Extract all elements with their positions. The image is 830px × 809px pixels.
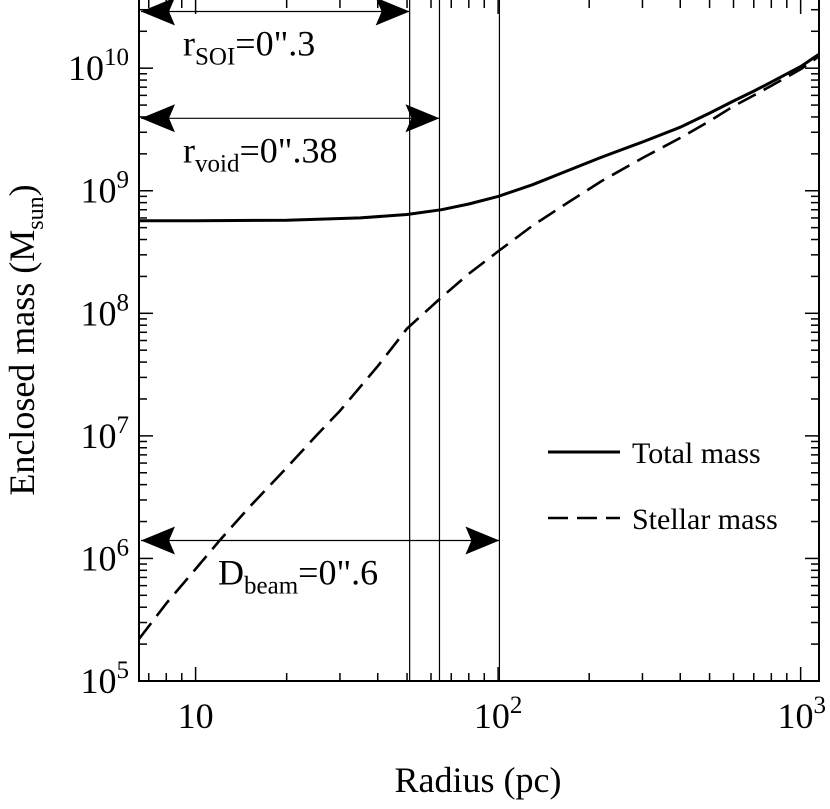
y-tick-label: 108: [81, 289, 130, 333]
y-tick-label-base: 10: [81, 538, 117, 578]
legend-label-total-mass: Total mass: [632, 437, 761, 470]
r-soi-label-sub: SOI: [195, 44, 235, 71]
r-void-label: rvoid=0".38: [183, 130, 337, 177]
y-tick-label-exp: 6: [117, 534, 130, 561]
r-void-label-rest: =0".38: [239, 130, 337, 170]
y-tick-label: 107: [81, 412, 130, 456]
y-axis-label-main: Enclosed mass (M: [2, 230, 42, 496]
y-tick-label: 1010: [68, 44, 129, 88]
x-tick-label-exp: 3: [814, 692, 827, 719]
r-soi-label-rest: =0".3: [235, 24, 315, 64]
y-tick-label-base: 10: [81, 293, 117, 333]
d-beam-label: Dbeam=0".6: [218, 553, 378, 600]
r-soi-label: rSOI=0".3: [183, 24, 315, 71]
y-tick-label: 105: [81, 657, 130, 701]
d-beam-label-sub: beam: [244, 573, 299, 600]
y-tick-label-base: 10: [81, 171, 117, 211]
x-tick-label: 103: [778, 692, 827, 736]
d-beam-annotation: Dbeam=0".6: [141, 526, 500, 600]
d-beam-label-base: D: [218, 553, 244, 593]
y-tick-label: 109: [81, 167, 130, 211]
d-beam-arrowhead-left: [141, 526, 175, 555]
y-tick-label-exp: 10: [104, 44, 129, 71]
d-beam-label-rest: =0".6: [298, 553, 378, 593]
r-soi-label-base: r: [183, 24, 195, 64]
r-void-label-base: r: [183, 130, 195, 170]
y-axis-label: Enclosed mass (Msun): [2, 184, 49, 495]
y-tick-label: 106: [81, 534, 130, 578]
y-axis-label-sub: sun: [23, 196, 49, 229]
x-tick-label-base: 10: [778, 696, 814, 736]
y-tick-label-base: 10: [81, 416, 117, 456]
legend: Total mass Stellar mass: [548, 437, 778, 536]
y-tick-label-base: 10: [68, 48, 104, 88]
r-void-label-sub: void: [195, 150, 240, 177]
y-tick-label-exp: 8: [117, 289, 130, 316]
y-axis-label-close: ): [2, 184, 42, 196]
r-soi-annotation: rSOI=0".3: [141, 0, 410, 71]
r-void-arrowhead-right: [405, 104, 440, 133]
legend-label-stellar-mass: Stellar mass: [632, 503, 778, 536]
x-axis-label: Radius (pc): [395, 760, 562, 800]
y-tick-label-base: 10: [81, 661, 117, 701]
x-tick-label-base: 10: [178, 696, 214, 736]
y-tick-label-exp: 5: [117, 657, 130, 684]
y-tick-label-exp: 7: [117, 412, 130, 439]
x-tick-label-base: 10: [474, 696, 510, 736]
x-tick-labels: 10 102 103: [178, 692, 826, 736]
r-soi-arrowhead-left: [141, 0, 175, 26]
r-soi-arrowhead-right: [375, 0, 410, 26]
plot-frame: [138, 0, 820, 682]
y-tick-label-exp: 9: [117, 167, 130, 194]
x-tick-label: 102: [474, 692, 522, 736]
r-void-annotation: rvoid=0".38: [141, 104, 440, 177]
x-tick-label-exp: 2: [510, 692, 522, 719]
x-tick-label: 10: [178, 696, 214, 736]
total-mass-line: [139, 52, 819, 223]
stellar-mass-line: [139, 55, 819, 640]
r-void-arrowhead-left: [141, 104, 175, 133]
d-beam-arrowhead-right: [465, 526, 500, 555]
